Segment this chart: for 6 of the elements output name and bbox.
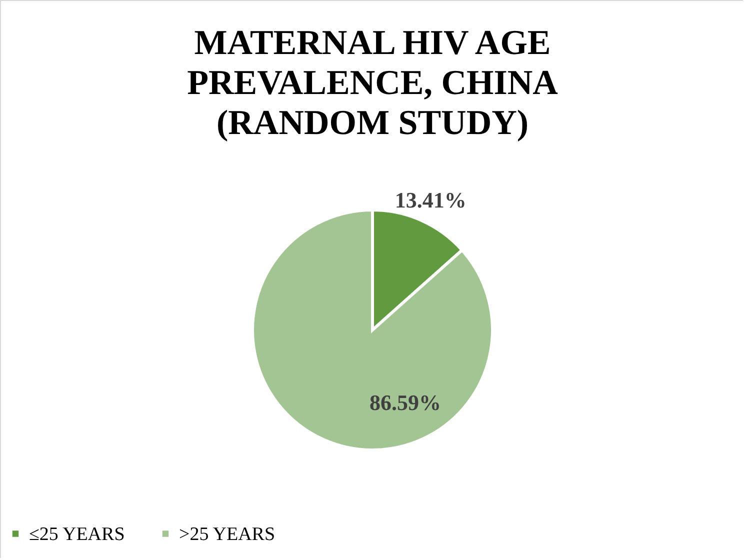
data-label: 13.41% bbox=[394, 187, 466, 212]
pie-slice bbox=[251, 208, 494, 452]
chart-title: MATERNAL HIV AGE PREVALENCE, CHINA (RANDOM STUDY) bbox=[187, 23, 559, 142]
data-label: 86.59% bbox=[369, 390, 441, 416]
legend-label: ≤25 YEARS bbox=[29, 524, 125, 545]
legend-label: >25 YEARS bbox=[179, 524, 276, 545]
